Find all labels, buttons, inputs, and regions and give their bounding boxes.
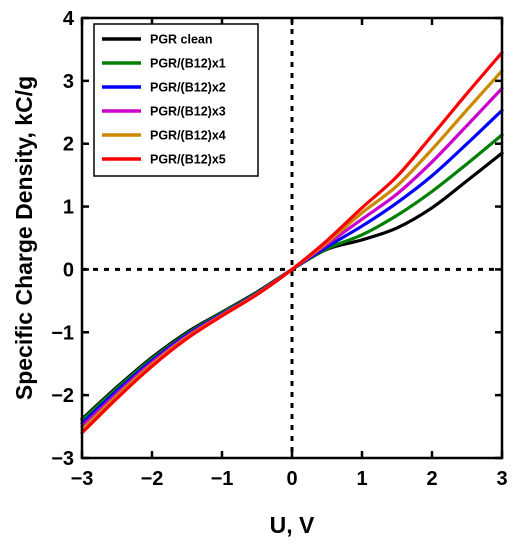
x-tick-label: −1 bbox=[211, 468, 234, 490]
legend-label: PGR/(B12)x1 bbox=[150, 57, 226, 71]
x-tick-label: 2 bbox=[426, 468, 437, 490]
y-tick-label: −2 bbox=[51, 385, 74, 407]
legend-label: PGR/(B12)x2 bbox=[150, 81, 226, 95]
y-tick-label: 1 bbox=[63, 197, 74, 219]
legend-box bbox=[93, 23, 259, 177]
y-tick-label: 3 bbox=[63, 71, 74, 93]
x-tick-label: −3 bbox=[71, 468, 94, 490]
legend-label: PGR/(B12)x3 bbox=[150, 105, 226, 119]
legend: PGR clean PGR/(B12)x1 PGR/(B12)x2 PGR/(B12)… bbox=[93, 23, 259, 177]
y-tick-label: 4 bbox=[63, 8, 75, 30]
x-tick-label: 3 bbox=[496, 468, 507, 490]
legend-label: PGR clean bbox=[150, 33, 213, 47]
y-tick-label: −3 bbox=[51, 448, 74, 470]
series-line-2 bbox=[80, 133, 504, 422]
x-tick-label: 0 bbox=[286, 468, 297, 490]
legend-label: PGR/(B12)x5 bbox=[150, 153, 226, 167]
series-line-6 bbox=[80, 50, 504, 435]
x-tick-label: −2 bbox=[141, 468, 164, 490]
y-tick-label: 2 bbox=[63, 134, 74, 156]
x-axis-label: U, V bbox=[270, 512, 315, 538]
y-tick-label: 0 bbox=[63, 259, 74, 281]
legend-label: PGR/(B12)x4 bbox=[150, 129, 226, 143]
y-axis-label: Specific Charge Density, kC/g bbox=[11, 76, 37, 400]
x-tick-label: 1 bbox=[356, 468, 367, 490]
y-tick-label: −1 bbox=[51, 322, 74, 344]
